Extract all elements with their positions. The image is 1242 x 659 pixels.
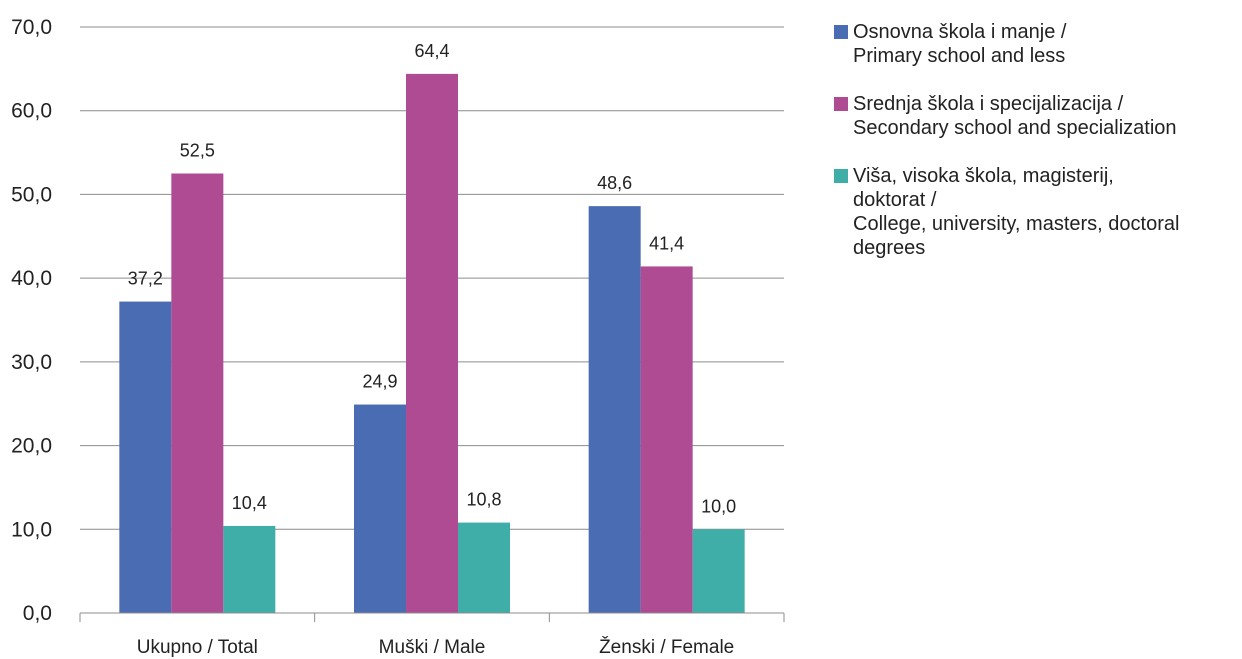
- bar: [692, 529, 745, 613]
- y-tick-label: 0,0: [23, 602, 52, 625]
- y-axis-ticks: 0,0 10,0 20,0 30,0 40,0 50,0 60,0 70,0: [11, 16, 52, 625]
- legend-swatch: [834, 169, 848, 183]
- data-label: 41,4: [649, 233, 684, 253]
- legend-swatch: [834, 97, 848, 111]
- y-tick-label: 70,0: [11, 16, 52, 39]
- bar: [354, 404, 406, 613]
- data-label: 52,5: [180, 141, 215, 161]
- y-tick-label: 30,0: [11, 351, 52, 374]
- bar: [588, 206, 641, 614]
- bar: [640, 266, 693, 613]
- legend-swatch: [834, 25, 848, 39]
- category-label: Ženski / Female: [599, 636, 734, 658]
- y-tick-label: 20,0: [11, 435, 52, 458]
- bar: [171, 173, 224, 613]
- legend-label: Viša, visoka škola, magisterij, doktorat…: [853, 165, 1180, 259]
- legend-item: Osnovna škola i manje / Primary school a…: [834, 20, 1239, 68]
- legend-item: Viša, visoka škola, magisterij, doktorat…: [834, 164, 1239, 260]
- bar: [223, 525, 276, 613]
- bar: [406, 73, 458, 613]
- legend-item: Srednja škola i specijalizacija / Second…: [834, 92, 1239, 140]
- data-label: 10,8: [466, 490, 501, 510]
- x-axis: Ukupno / Total Muški / Male Ženski / Femal…: [79, 612, 785, 658]
- y-tick-label: 50,0: [11, 183, 52, 206]
- y-tick-label: 40,0: [11, 267, 52, 290]
- data-label: 24,9: [362, 372, 397, 392]
- bar: [458, 522, 510, 613]
- category-label: Ukupno / Total: [137, 637, 258, 658]
- bar: [119, 301, 172, 613]
- legend-label: Srednja škola i specijalizacija / Second…: [853, 93, 1177, 139]
- y-tick-label: 60,0: [11, 100, 52, 123]
- bars: [119, 73, 745, 614]
- data-label: 37,2: [128, 269, 163, 289]
- legend: Osnovna škola i manje / Primary school a…: [834, 20, 1239, 284]
- category-label: Muški / Male: [379, 637, 486, 658]
- data-label: 64,4: [414, 41, 449, 61]
- legend-label: Osnovna škola i manje / Primary school a…: [853, 21, 1067, 67]
- data-label: 48,6: [597, 173, 632, 193]
- y-tick-label: 10,0: [11, 518, 52, 541]
- bar-chart: 0,0 10,0 20,0 30,0 40,0 50,0 60,0 70,0 37,2 52,5…: [11, 16, 785, 658]
- data-label: 10,0: [701, 496, 736, 516]
- data-labels: 37,2 52,5 10,4 24,9 64,4 10,8 48,6 41,4 10,0: [128, 41, 736, 516]
- data-label: 10,4: [232, 493, 267, 513]
